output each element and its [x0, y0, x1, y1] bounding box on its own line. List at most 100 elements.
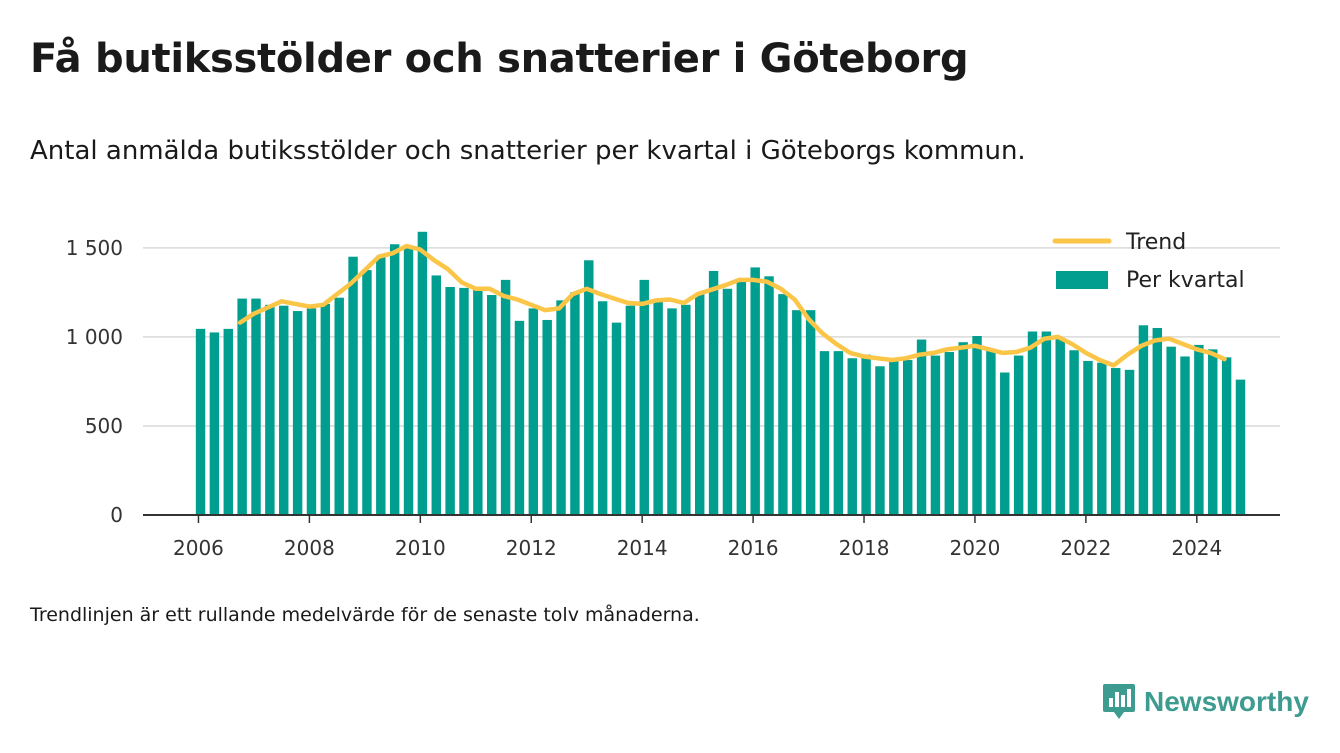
bar: [487, 295, 497, 515]
bar: [292, 311, 303, 515]
bar: [431, 275, 441, 515]
bar: [1110, 368, 1121, 515]
bar: [1166, 346, 1176, 515]
bar: [916, 339, 927, 515]
bar: [764, 276, 774, 515]
y-tick-label: 1 000: [66, 325, 123, 349]
x-tick-label: 2012: [506, 536, 557, 560]
x-tick-label: 2016: [728, 536, 779, 560]
bar: [958, 342, 968, 515]
trend-line: [237, 243, 1227, 368]
legend: Trend Per kvartal: [1052, 230, 1245, 293]
x-tick-label: 2020: [949, 536, 1000, 560]
bar: [223, 328, 233, 515]
bar: [376, 255, 386, 515]
bar: [667, 308, 677, 515]
bar: [875, 366, 885, 515]
x-tick-label: 2014: [617, 536, 668, 560]
bar: [1208, 349, 1218, 515]
x-tick-label: 2018: [839, 536, 890, 560]
x-tick-label: 2008: [284, 536, 335, 560]
bar: [902, 360, 913, 515]
brand-logo: Newsworthy: [1102, 683, 1309, 721]
bar: [778, 294, 788, 515]
bar: [306, 308, 317, 515]
bar: [1027, 331, 1038, 515]
bar: [694, 294, 705, 515]
bar: [736, 281, 747, 515]
bar: [930, 355, 941, 515]
bar: [1235, 379, 1246, 515]
bar: [556, 300, 566, 515]
bar: [445, 287, 455, 515]
bar: [500, 279, 511, 515]
bar: [944, 352, 955, 515]
bar: [1221, 357, 1232, 515]
bar: [833, 351, 844, 515]
bar: [1097, 362, 1107, 515]
newsworthy-chart-icon: [1103, 684, 1135, 719]
x-tick-label: 2006: [173, 536, 224, 560]
bar: [570, 292, 580, 515]
bar: [597, 301, 608, 515]
bar: [584, 260, 594, 515]
bar: [514, 320, 525, 515]
bar: [847, 358, 857, 515]
bar: [403, 247, 414, 515]
bar: [362, 270, 372, 515]
bar: [528, 308, 539, 515]
bar: [209, 332, 220, 515]
legend-bar-label: Per kvartal: [1126, 268, 1245, 293]
bar: [542, 319, 552, 515]
bar: [819, 351, 830, 515]
bar: [653, 301, 663, 515]
y-tick-label: 500: [85, 414, 123, 438]
bar: [986, 349, 996, 515]
bar: [639, 279, 649, 515]
bar: [1152, 327, 1163, 515]
bar: [279, 305, 289, 515]
bar: [473, 287, 483, 515]
y-tick-label: 1 500: [66, 236, 123, 260]
bar: [237, 298, 247, 515]
bar: [265, 304, 275, 515]
brand-name: Newsworthy: [1144, 686, 1309, 717]
bar: [889, 360, 899, 515]
chart-subtitle: Antal anmälda butiksstölder och snatteri…: [30, 136, 1026, 166]
bar: [625, 305, 636, 515]
legend-bar-swatch: [1056, 271, 1108, 289]
y-tick-label: 0: [110, 503, 123, 527]
bar: [1180, 356, 1190, 515]
x-tick-label: 2010: [395, 536, 446, 560]
bar: [1083, 360, 1093, 515]
bar-chart: 0 500 1 000 1 500 2006 2008 2010 2012 2014 2016 20…: [66, 230, 1280, 560]
bar: [1041, 331, 1052, 515]
axes: 0 500 1 000 1 500 2006 2008 2010 2012 2014 2016 20…: [66, 236, 1280, 560]
x-tick-label: 2022: [1060, 536, 1111, 560]
x-tick-label: 2024: [1171, 536, 1222, 560]
bar: [1069, 350, 1079, 515]
bar: [805, 310, 816, 515]
bar: [251, 298, 261, 515]
bar: [722, 288, 733, 515]
bar: [1055, 337, 1065, 515]
chart-title: Få butiksstölder och snatterier i Götebo…: [30, 36, 969, 82]
bar: [417, 231, 428, 515]
bar: [792, 310, 802, 515]
bar: [1000, 372, 1010, 515]
bar: [972, 335, 982, 515]
bar: [750, 267, 760, 515]
footnote: Trendlinjen är ett rullande medelvärde f…: [30, 604, 700, 626]
bar: [459, 287, 469, 515]
bar: [681, 304, 691, 515]
bar: [611, 322, 622, 515]
bar: [334, 297, 344, 515]
trend-series: [237, 243, 1227, 368]
bar: [1194, 344, 1204, 515]
bar: [708, 270, 719, 515]
bar: [195, 328, 206, 515]
bar: [1013, 355, 1024, 515]
bar: [1124, 369, 1135, 515]
legend-trend-label: Trend: [1125, 230, 1186, 255]
bar: [320, 303, 331, 515]
